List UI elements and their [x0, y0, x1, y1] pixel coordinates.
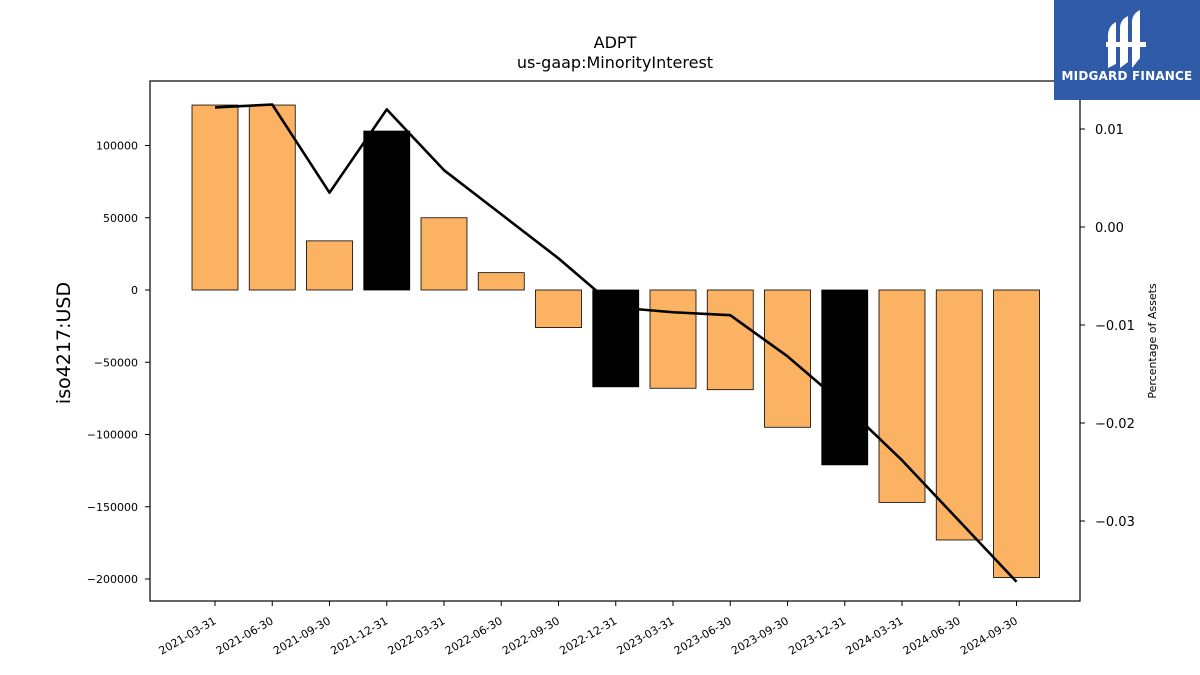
bar: [363, 130, 411, 291]
y-axis-label: iso4217:USD: [53, 282, 75, 404]
x-tick-label: 2024-09-30: [958, 614, 1020, 657]
x-tick-label: 2023-06-30: [672, 614, 734, 657]
x-tick-label: 2023-12-31: [786, 614, 848, 657]
y2-tick-label: −0.03: [1095, 515, 1135, 530]
chart-title: ADPT: [594, 33, 637, 52]
bar: [935, 289, 983, 541]
bar: [477, 272, 525, 291]
bar: [706, 289, 754, 391]
chart-subtitle: us-gaap:MinorityInterest: [517, 53, 713, 72]
bar: [191, 104, 239, 291]
x-tick-label: 2024-03-31: [844, 614, 906, 657]
x-tick-label: 2024-06-30: [901, 614, 963, 657]
x-tick-label: 2021-12-31: [328, 614, 390, 657]
y-tick-label: −200000: [87, 573, 138, 586]
bar: [764, 289, 811, 428]
y2-axis-label: Percentage of Assets: [1146, 283, 1159, 399]
y-tick-label: 0: [131, 284, 138, 297]
y-tick-label: 50000: [103, 212, 138, 225]
bar: [649, 289, 697, 389]
y2-tick-label: 0.01: [1095, 123, 1124, 138]
brand-name: MIDGARD FINANCE: [1061, 69, 1193, 83]
plot-frame: [149, 80, 1081, 602]
y2-tick-label: −0.01: [1095, 319, 1135, 334]
plot-area: [191, 103, 1040, 583]
brand-logo: MIDGARD FINANCE: [1054, 0, 1200, 100]
midgard-logo-icon: [1106, 10, 1146, 68]
bar: [993, 289, 1040, 578]
bar: [592, 289, 640, 388]
y-tick-label: −100000: [87, 429, 138, 442]
bar: [306, 240, 353, 291]
x-tick-label: 2023-03-31: [615, 614, 677, 657]
x-tick-label: 2022-03-31: [386, 614, 448, 657]
percentage-line: [214, 103, 1018, 583]
x-tick-label: 2023-09-30: [729, 614, 791, 657]
x-tick-label: 2021-03-31: [157, 614, 219, 657]
x-tick-label: 2022-12-31: [557, 614, 619, 657]
y2-tick-label: 0.00: [1095, 221, 1124, 236]
y-tick-label: −50000: [94, 356, 138, 369]
y-tick-label: −150000: [87, 501, 138, 514]
bar: [535, 289, 582, 328]
bar: [248, 104, 296, 291]
x-tick-label: 2022-06-30: [443, 614, 505, 657]
y-tick-label: 100000: [96, 140, 138, 153]
y2-tick-label: −0.02: [1095, 417, 1135, 432]
bar: [878, 289, 926, 503]
x-tick-label: 2022-09-30: [500, 614, 562, 657]
bar: [821, 289, 869, 466]
x-tick-label: 2021-06-30: [214, 614, 276, 657]
x-tick-label: 2021-09-30: [271, 614, 333, 657]
bar: [420, 217, 468, 291]
